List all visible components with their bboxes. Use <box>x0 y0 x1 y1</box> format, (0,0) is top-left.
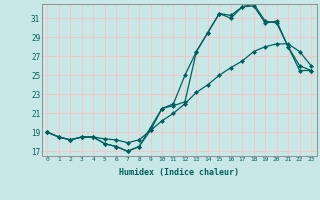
X-axis label: Humidex (Indice chaleur): Humidex (Indice chaleur) <box>119 168 239 177</box>
